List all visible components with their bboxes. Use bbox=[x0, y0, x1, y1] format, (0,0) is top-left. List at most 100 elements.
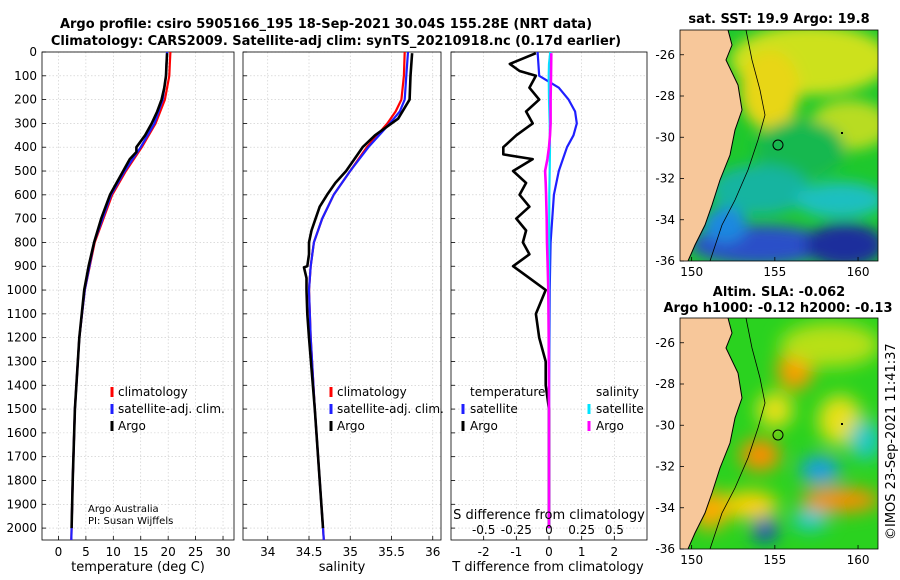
depth-tick-label: 1100 bbox=[6, 307, 37, 321]
lat-tick-label: -26 bbox=[655, 48, 675, 62]
depth-tick-label: 600 bbox=[14, 188, 37, 202]
x-tick-label: 34 bbox=[260, 545, 275, 559]
sst-map-title: sat. SST: 19.9 Argo: 19.8 bbox=[688, 12, 869, 27]
lon-tick-label: 160 bbox=[847, 265, 870, 279]
lat-tick-label: -30 bbox=[655, 130, 675, 144]
depth-tick-label: 1500 bbox=[6, 402, 37, 416]
imos-stamp: ©IMOS 23-Sep-2021 11:41:37 bbox=[884, 343, 899, 540]
lon-tick-label: 155 bbox=[763, 265, 786, 279]
s-diff-tick-label: -0.5 bbox=[472, 523, 495, 537]
series-line-satellite-adj-clim- bbox=[307, 51, 410, 541]
sla-map-title-line2: Argo h1000: -0.12 h2000: -0.13 bbox=[663, 301, 892, 316]
legend-s-satellite-label: satellite bbox=[596, 402, 644, 416]
sla-map-frame bbox=[679, 317, 879, 550]
sla-field bbox=[680, 318, 878, 549]
lat-tick-label: -28 bbox=[655, 89, 675, 103]
t-difference-xlabel: T difference from climatology bbox=[451, 560, 644, 575]
x-tick-label: 0 bbox=[55, 545, 63, 559]
x-tick-label: 1 bbox=[578, 545, 586, 559]
legend-argo-label: Argo bbox=[118, 419, 146, 433]
depth-tick-label: 1800 bbox=[6, 473, 37, 487]
salinity-xlabel: salinity bbox=[319, 560, 366, 575]
temperature-legend: climatology satellite-adj. clim. Argo bbox=[110, 385, 225, 433]
lat-tick-label: -36 bbox=[655, 542, 675, 556]
lat-tick-label: -26 bbox=[655, 336, 675, 350]
lon-tick-label: 160 bbox=[847, 553, 870, 567]
depth-tick-label: 700 bbox=[14, 212, 37, 226]
depth-tick-label: 200 bbox=[14, 93, 37, 107]
x-tick-label: -1 bbox=[510, 545, 522, 559]
figure-title-line1: Argo profile: csiro 5905166_195 18-Sep-2… bbox=[60, 17, 592, 32]
depth-tick-label: 1900 bbox=[6, 497, 37, 511]
depth-tick-label: 400 bbox=[14, 140, 37, 154]
s-difference-label: S difference from climatology bbox=[453, 508, 645, 523]
salinity-legend: climatology satellite-adj. clim. Argo bbox=[329, 385, 444, 433]
x-tick-label: 5 bbox=[82, 545, 90, 559]
depth-tick-label: 300 bbox=[14, 116, 37, 130]
depth-tick-label: 1400 bbox=[6, 378, 37, 392]
salinity-panel: 34 34.5 35 35.5 36 salinity climatology sate… bbox=[242, 51, 444, 575]
s-diff-tick-label: -0.25 bbox=[501, 523, 532, 537]
credit-line1: Argo Australia bbox=[88, 504, 159, 515]
x-tick-label: -2 bbox=[478, 545, 490, 559]
depth-tick-label: 2000 bbox=[6, 521, 37, 535]
lat-tick-label: -28 bbox=[655, 377, 675, 391]
lat-tick-label: -30 bbox=[655, 418, 675, 432]
difference-panel: -2 -1 0 1 2 T difference from climatology S … bbox=[450, 51, 648, 575]
sla-argo-marker bbox=[772, 429, 784, 441]
s-diff-tick-label: 0.5 bbox=[605, 523, 624, 537]
x-tick-label: 35 bbox=[343, 545, 358, 559]
depth-tick-label: 100 bbox=[14, 69, 37, 83]
sst-argo-marker bbox=[772, 139, 784, 151]
sst-map: sat. SST: 19.9 Argo: 19.8 150 155 160 -26 -2… bbox=[655, 12, 879, 279]
lon-tick-label: 150 bbox=[680, 265, 703, 279]
sla-map-title-line1: Altim. SLA: -0.062 bbox=[713, 285, 845, 300]
difference-legend: temperature satellite Argo salinity sate… bbox=[461, 385, 644, 433]
temperature-xlabel: temperature (deg C) bbox=[71, 560, 205, 575]
depth-tick-label: 1600 bbox=[6, 426, 37, 440]
series-line-argo bbox=[302, 53, 414, 529]
x-tick-label: 15 bbox=[133, 545, 148, 559]
s-diff-tick-label: 0 bbox=[545, 523, 553, 537]
legend-climatology-label: climatology bbox=[118, 385, 188, 399]
legend-argo-label: Argo bbox=[337, 419, 365, 433]
x-tick-label: 20 bbox=[161, 545, 176, 559]
legend-satellite-label: satellite-adj. clim. bbox=[118, 402, 225, 416]
lon-tick-label: 150 bbox=[680, 553, 703, 567]
legend-t-satellite-label: satellite bbox=[470, 402, 518, 416]
legend-salinity-title: salinity bbox=[596, 385, 639, 399]
x-tick-label: 10 bbox=[106, 545, 121, 559]
legend-temperature-title: temperature bbox=[470, 385, 545, 399]
x-tick-label: 25 bbox=[188, 545, 203, 559]
series-line-satellite-adj-clim- bbox=[70, 51, 169, 541]
lon-tick-label: 155 bbox=[763, 553, 786, 567]
x-tick-label: 30 bbox=[215, 545, 230, 559]
x-tick-label: 35.5 bbox=[378, 545, 405, 559]
legend-s-argo-label: Argo bbox=[596, 419, 624, 433]
legend-climatology-label: climatology bbox=[337, 385, 407, 399]
salinity-axes-frame bbox=[242, 51, 442, 541]
x-tick-label: 36 bbox=[425, 545, 440, 559]
lat-tick-label: -36 bbox=[655, 254, 675, 268]
lat-tick-label: -32 bbox=[655, 172, 675, 186]
lat-tick-label: -32 bbox=[655, 460, 675, 474]
legend-satellite-label: satellite-adj. clim. bbox=[337, 402, 444, 416]
series-line-argo bbox=[70, 53, 169, 529]
sst-land bbox=[680, 30, 742, 261]
x-tick-label: 34.5 bbox=[296, 545, 323, 559]
depth-tick-label: 1000 bbox=[6, 283, 37, 297]
lat-tick-label: -34 bbox=[655, 501, 675, 515]
sla-land bbox=[680, 318, 742, 549]
series-line-salinity-argo bbox=[543, 53, 553, 529]
temperature-axes-frame bbox=[41, 51, 235, 541]
sst-field bbox=[680, 30, 878, 261]
lat-tick-label: -34 bbox=[655, 213, 675, 227]
x-tick-label: 0 bbox=[545, 545, 553, 559]
figure-title-line2: Climatology: CARS2009. Satellite-adj cli… bbox=[51, 34, 621, 49]
credit-line2: PI: Susan Wijffels bbox=[88, 516, 173, 527]
sst-map-frame bbox=[679, 29, 879, 262]
depth-tick-label: 1700 bbox=[6, 450, 37, 464]
legend-t-argo-label: Argo bbox=[470, 419, 498, 433]
depth-tick-label: 0 bbox=[29, 45, 37, 59]
